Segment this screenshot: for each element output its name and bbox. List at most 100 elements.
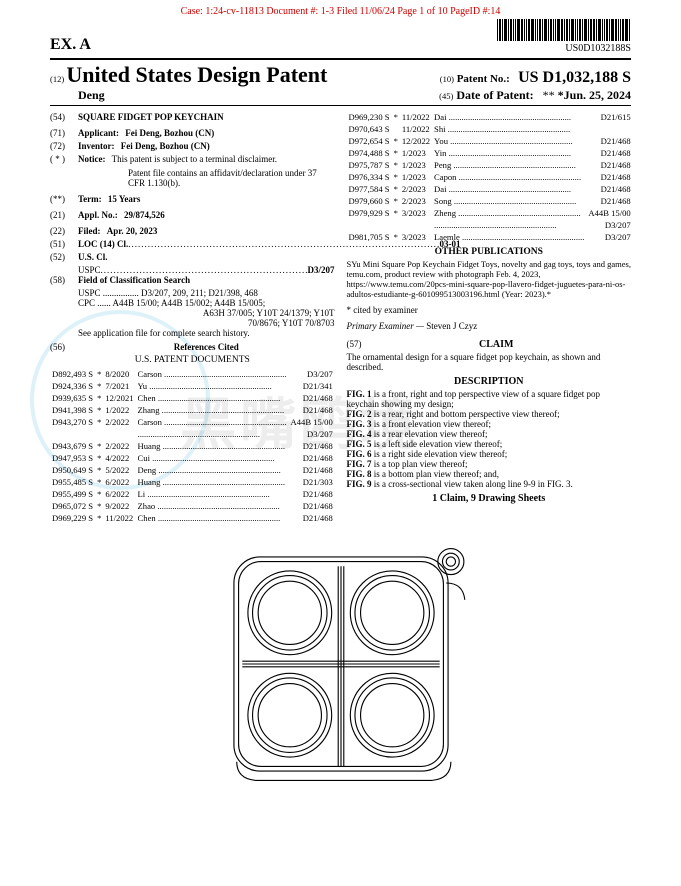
tag-51: (51)	[50, 239, 78, 249]
applicant-label: Applicant:	[78, 128, 119, 138]
ref-row: D941,398 S*1/2022ZhangD21/468	[50, 405, 335, 417]
applno-label: Appl. No.:	[78, 210, 118, 220]
patent-drawing	[50, 529, 631, 799]
date-label: Date of Patent:	[456, 88, 533, 102]
ref-row: D943,270 S*2/2022CarsonA44B 15/00	[50, 417, 335, 429]
ref-row: D975,787 S*1/2023PengD21/468	[347, 160, 633, 172]
appl-no: 29/874,526	[124, 210, 165, 220]
term-value: 15 Years	[108, 194, 140, 204]
notice-label: Notice:	[78, 154, 105, 164]
tag-72: (72)	[50, 141, 78, 151]
rule-top	[50, 58, 631, 60]
inventor-header: Deng	[78, 88, 105, 103]
tag-notice: ( * )	[50, 154, 78, 164]
fcs-label: Field of Classification Search	[78, 275, 190, 285]
notice-body: This patent is subject to a terminal dis…	[112, 154, 277, 164]
barcode	[497, 19, 631, 41]
inventor-label: Inventor:	[78, 141, 115, 151]
tag-term: (**)	[50, 194, 78, 204]
ref-row: D3/207	[50, 429, 335, 441]
ref-row: D970,643 S11/2022Shi	[347, 124, 633, 136]
ref-row: D979,929 S*3/2023ZhengA44B 15/00	[347, 208, 633, 220]
date-tag: (45)	[439, 91, 453, 101]
other-pub-body: SYu Mini Square Pop Keychain Fidget Toys…	[347, 259, 632, 299]
tag-57: (57)	[347, 339, 362, 349]
fcs-uspc: USPC ................ D3/207, 209, 211; …	[78, 288, 335, 298]
ref-row: D969,230 S*11/2022DaiD21/615	[347, 112, 633, 124]
tag-71: (71)	[50, 128, 78, 138]
other-pub-hdr: OTHER PUBLICATIONS	[347, 247, 632, 257]
fig-line: FIG. 9 is a cross-sectional view taken a…	[347, 479, 632, 489]
tag-52: (52)	[50, 252, 78, 262]
date-stars: **	[543, 88, 555, 102]
ref-row: D974,488 S*1/2023YinD21/468	[347, 148, 633, 160]
fig-line: FIG. 7 is a top plan view thereof;	[347, 459, 632, 469]
claim-text: The ornamental design for a square fidge…	[347, 352, 632, 372]
tag-22: (22)	[50, 226, 78, 236]
fig-list: FIG. 1 is a front, right and top perspec…	[347, 389, 632, 489]
fig-line: FIG. 4 is a rear elevation view thereof;	[347, 429, 632, 439]
us-patent-docs-hdr: U.S. PATENT DOCUMENTS	[50, 355, 335, 365]
inventor-name: Fei Deng, Bozhou (CN)	[121, 141, 210, 151]
tag-21: (21)	[50, 210, 78, 220]
fig-line: FIG. 8 is a bottom plan view thereof; an…	[347, 469, 632, 479]
examiner-label: Primary Examiner —	[347, 321, 425, 331]
filed-date: Apr. 20, 2023	[107, 226, 158, 236]
ref-row: D955,499 S*6/2022LiD21/468	[50, 489, 335, 501]
uspc-val: D3/207	[308, 265, 335, 275]
ref-row: D977,584 S*2/2023DaiD21/468	[347, 184, 633, 196]
ref-row: D943,679 S*2/2022HuangD21/468	[50, 441, 335, 453]
fcs-cpc3: 70/8676; Y10T 70/8703	[78, 318, 335, 328]
fcs-note: See application file for complete search…	[78, 328, 335, 338]
right-column: D969,230 S*11/2022DaiD21/615D970,643 S11…	[347, 112, 632, 525]
ref-row: D969,229 S*11/2022ChenD21/468	[50, 513, 335, 525]
invention-title: SQUARE FIDGET POP KEYCHAIN	[78, 112, 224, 122]
ref-row: D947,953 S*4/2022CuiD21/468	[50, 453, 335, 465]
cited-note: * cited by examiner	[347, 305, 632, 315]
refs-cited-label: References Cited	[174, 342, 239, 352]
filed-label: Filed:	[78, 226, 101, 236]
tag-56: (56)	[50, 342, 78, 352]
right-refs-table: D969,230 S*11/2022DaiD21/615D970,643 S11…	[347, 112, 633, 244]
desc-hdr: DESCRIPTION	[347, 376, 632, 387]
fig-line: FIG. 3 is a front elevation view thereof…	[347, 419, 632, 429]
ref-row: D955,485 S*6/2022HuangD21/303	[50, 477, 335, 489]
patno-tag: (10)	[440, 74, 454, 84]
uscl-label: U.S. Cl.	[78, 252, 108, 262]
case-line: Case: 1:24-cv-11813 Document #: 1-3 File…	[50, 6, 631, 17]
uspc-dots	[101, 265, 308, 275]
patno-label: Patent No.:	[457, 73, 510, 85]
fig-line: FIG. 1 is a front, right and top perspec…	[347, 389, 632, 409]
left-column: (54) SQUARE FIDGET POP KEYCHAIN (71) App…	[50, 112, 335, 525]
fig-line: FIG. 2 is a rear, right and bottom persp…	[347, 409, 632, 419]
notice-body2: Patent file contains an affidavit/declar…	[128, 168, 335, 188]
applicant-name: Fei Deng, Bozhou (CN)	[125, 128, 214, 138]
left-refs-table: D892,493 S*8/2020CarsonD3/207D924,336 S*…	[50, 369, 335, 525]
patent-title: United States Design Patent	[66, 62, 327, 87]
patent-number: US D1,032,188 S	[518, 69, 631, 86]
examiner-name: Steven J Czyz	[426, 321, 477, 331]
claim-hdr: CLAIM	[362, 339, 632, 350]
ref-row: D924,336 S*7/2021YuD21/341	[50, 381, 335, 393]
sheets-line: 1 Claim, 9 Drawing Sheets	[347, 493, 632, 504]
fig-line: FIG. 5 is a left side elevation view the…	[347, 439, 632, 449]
ref-row: D950,649 S*5/2022DengD21/468	[50, 465, 335, 477]
date-value: *Jun. 25, 2024	[558, 88, 631, 102]
ref-row: D981,705 S*3/2023LaemleD3/207	[347, 232, 633, 244]
tag-58: (58)	[50, 275, 78, 285]
ref-row: D939,635 S*12/2021ChenD21/468	[50, 393, 335, 405]
fcs-cpc1: CPC ...... A44B 15/00; A44B 15/002; A44B…	[78, 298, 335, 308]
tag-54: (54)	[50, 112, 78, 122]
exhibit-label: EX. A	[50, 36, 91, 54]
uspc-line: USPC	[78, 265, 101, 275]
ref-row: D976,334 S*1/2023CaponD21/468	[347, 172, 633, 184]
ref-row: D979,660 S*2/2023SongD21/468	[347, 196, 633, 208]
ref-row: D3/207	[347, 220, 633, 232]
fig-line: FIG. 6 is a right side elevation view th…	[347, 449, 632, 459]
term-label: Term:	[78, 194, 102, 204]
doc-number: US0D1032188S	[497, 43, 631, 54]
ref-row: D965,072 S*9/2022ZhaoD21/468	[50, 501, 335, 513]
loc-label: LOC (14) Cl.	[78, 239, 128, 249]
rule-sub	[50, 105, 631, 106]
fcs-cpc2: A63H 37/005; Y10T 24/1379; Y10T	[78, 308, 335, 318]
